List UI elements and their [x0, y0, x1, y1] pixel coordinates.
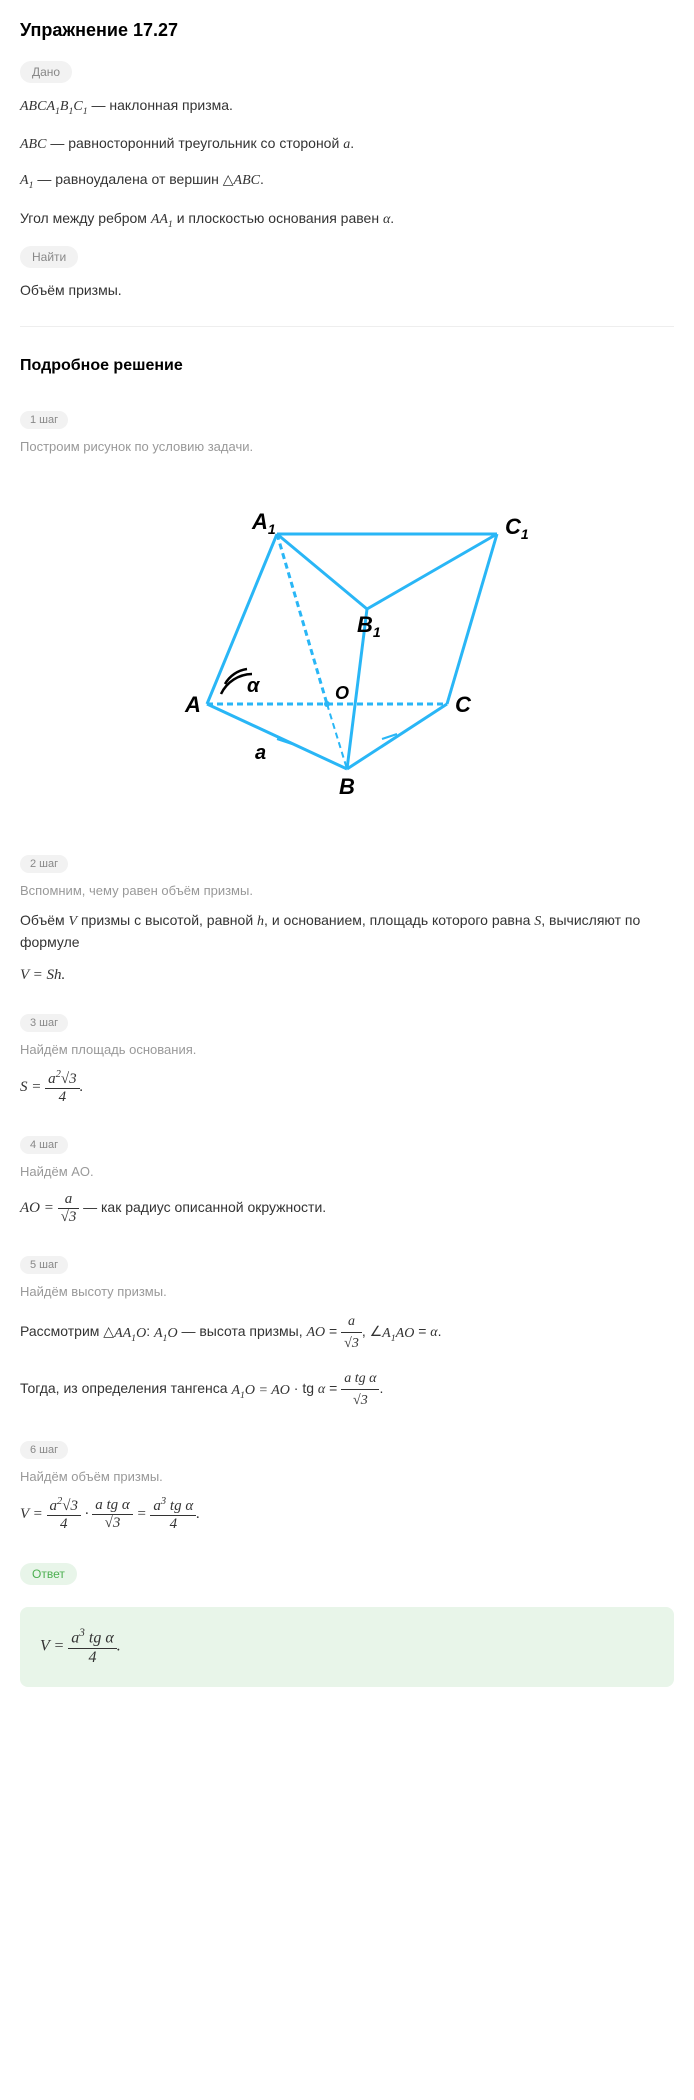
- label-c1: C1: [505, 514, 529, 542]
- step-3-label: 3 шаг: [20, 1014, 68, 1032]
- answer-formula: V = a3 tg α4.: [40, 1627, 654, 1666]
- divider: [20, 326, 674, 327]
- point-o: [324, 701, 330, 707]
- exercise-title: Упражнение 17.27: [20, 20, 674, 41]
- step-6-label: 6 шаг: [20, 1441, 68, 1459]
- label-c: C: [455, 692, 472, 717]
- step-3-desc: Найдём площадь основания.: [20, 1042, 674, 1057]
- angle-arc: [225, 669, 247, 684]
- step-3-formula: S = a2√34.: [20, 1069, 674, 1106]
- edge-a1a: [207, 534, 277, 704]
- find-text: Объём призмы.: [20, 280, 674, 301]
- given-label: Дано: [20, 61, 72, 83]
- label-a: A: [184, 692, 201, 717]
- height-a1o: [277, 534, 327, 704]
- step-5-label: 5 шаг: [20, 1256, 68, 1274]
- step-2-formula: V = Sh.: [20, 967, 674, 984]
- step-2-label: 2 шаг: [20, 855, 68, 873]
- label-a1: A1: [251, 509, 276, 537]
- solution-title: Подробное решение: [20, 357, 674, 375]
- given-line-3: Угол между ребром AA1 и плоскостью основ…: [20, 208, 674, 232]
- step-6-formula: V = a2√34 · a tg α√3 = a3 tg α4.: [20, 1496, 674, 1533]
- edge-bc: [347, 704, 447, 769]
- step-5-desc: Найдём высоту призмы.: [20, 1284, 674, 1299]
- line-ob: [327, 704, 347, 769]
- edge-ab: [207, 704, 347, 769]
- step-4-formula: AO = a√3 — как радиус описанной окружнос…: [20, 1191, 674, 1226]
- step-1-desc: Построим рисунок по условию задачи.: [20, 439, 674, 454]
- edge-a1b1: [277, 534, 367, 609]
- label-b: B: [339, 774, 355, 799]
- step-4-desc: Найдём AO.: [20, 1164, 674, 1179]
- step-2-text: Объём V призмы с высотой, равной h, и ос…: [20, 910, 674, 953]
- step-1-label: 1 шаг: [20, 411, 68, 429]
- given-line-2: A1 — равноудалена от вершин △ABC.: [20, 169, 674, 193]
- step-5-text2: Тогда, из определения тангенса A1O = AO …: [20, 1368, 674, 1411]
- answer-box: V = a3 tg α4.: [20, 1607, 674, 1686]
- find-label: Найти: [20, 246, 78, 268]
- step-4-label: 4 шаг: [20, 1136, 68, 1154]
- label-alpha: α: [247, 675, 261, 697]
- label-b1: B1: [357, 612, 381, 640]
- given-line-1: ABC — равносторонний треугольник со стор…: [20, 133, 674, 155]
- step-5-text1: Рассмотрим △AA1O: A1O — высота призмы, A…: [20, 1311, 674, 1354]
- label-a-side: a: [255, 742, 266, 764]
- step-6-desc: Найдём объём призмы.: [20, 1469, 674, 1484]
- step-2-desc: Вспомним, чему равен объём призмы.: [20, 883, 674, 898]
- answer-label: Ответ: [20, 1563, 77, 1585]
- prism-diagram: A1 C1 B1 A C B O α a: [20, 484, 674, 809]
- given-line-0: ABCA1B1C1 — наклонная призма.: [20, 95, 674, 119]
- label-o: O: [335, 683, 349, 703]
